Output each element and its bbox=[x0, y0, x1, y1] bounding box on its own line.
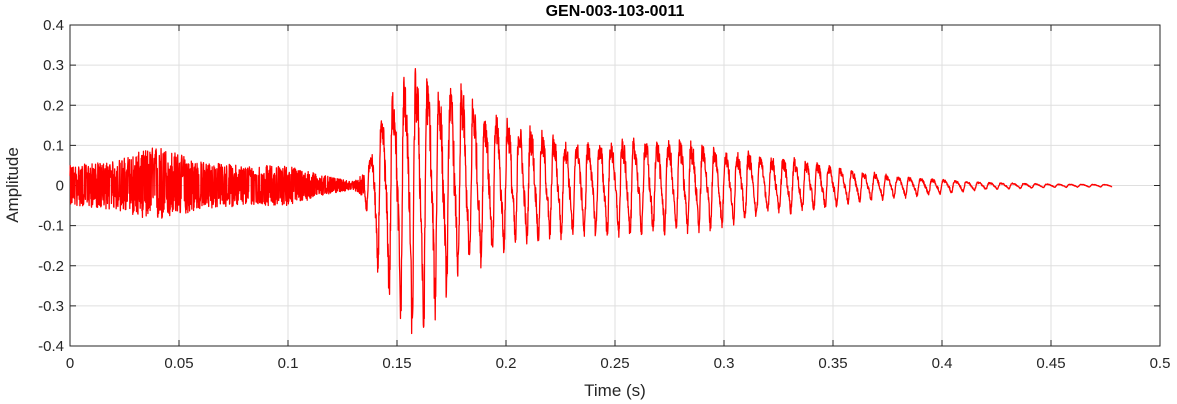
x-tick-label: 0.1 bbox=[278, 355, 299, 372]
y-tick-label: -0.2 bbox=[38, 258, 64, 275]
x-tick-label: 0.45 bbox=[1036, 355, 1065, 372]
x-tick-label: 0.4 bbox=[932, 355, 953, 372]
x-tick-label: 0.2 bbox=[496, 355, 517, 372]
y-tick-label: 0 bbox=[56, 178, 64, 195]
x-tick-label: 0.35 bbox=[818, 355, 847, 372]
chart-title: GEN-003-103-0011 bbox=[546, 3, 685, 20]
x-tick-label: 0.3 bbox=[714, 355, 735, 372]
x-tick-label: 0.15 bbox=[382, 355, 411, 372]
x-axis-label: Time (s) bbox=[584, 381, 646, 400]
x-tick-label: 0.05 bbox=[164, 355, 193, 372]
y-tick-label: -0.1 bbox=[38, 218, 64, 235]
x-tick-label: 0.5 bbox=[1150, 355, 1171, 372]
y-tick-label: 0.3 bbox=[43, 57, 64, 74]
x-tick-label: 0.25 bbox=[600, 355, 629, 372]
y-tick-label: 0.1 bbox=[43, 137, 64, 154]
ticks bbox=[69, 24, 1161, 347]
y-axis-label: Amplitude bbox=[3, 147, 22, 223]
y-tick-label: -0.3 bbox=[38, 298, 64, 315]
y-tick-label: -0.4 bbox=[38, 338, 64, 355]
signal-line bbox=[69, 68, 1113, 335]
y-tick-label: 0.4 bbox=[43, 17, 64, 34]
tick-labels: 0 0.05 0.1 0.15 0.2 0.25 0.3 0.35 0.4 0.45 0.5 0.4 0… bbox=[38, 17, 1170, 372]
x-tick-label: 0 bbox=[66, 355, 74, 372]
y-tick-label: 0.2 bbox=[43, 97, 64, 114]
